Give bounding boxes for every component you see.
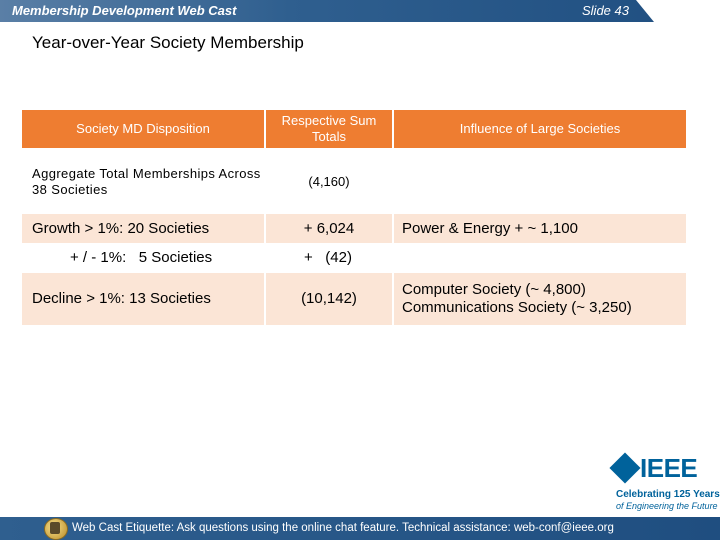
column-header-influence: Influence of Large Societies xyxy=(394,110,686,148)
row-influence-growth: Power & Energy + ~ 1,100 xyxy=(394,214,686,243)
row-total-flat: + (42) xyxy=(304,249,352,266)
row-label-decline: Decline > 1%: 13 Societies xyxy=(22,273,264,325)
column-header-disposition: Society MD Disposition xyxy=(22,110,264,148)
header-title: Membership Development Web Cast xyxy=(12,3,237,18)
footer-etiquette: Web Cast Etiquette: Ask questions using … xyxy=(72,522,614,534)
column-divider xyxy=(264,110,266,325)
row-total-decline: (10,142) xyxy=(266,273,392,325)
row-influence-aggregate xyxy=(394,152,686,212)
row-influence-flat xyxy=(394,243,686,273)
logo-tagline-sub: of Engineering the Future xyxy=(616,501,718,511)
seal-icon-center xyxy=(50,522,60,534)
ieee-diamond-icon xyxy=(609,452,641,484)
row-label-flat: + / - 1%: 5 Societies xyxy=(70,249,213,266)
column-header-totals: Respective Sum Totals xyxy=(266,110,392,148)
page-title: Year-over-Year Society Membership xyxy=(32,33,304,52)
column-divider xyxy=(392,110,394,325)
header-bar xyxy=(0,0,720,22)
header-notch-fill xyxy=(654,0,720,22)
header-notch xyxy=(636,0,654,22)
row-label-aggregate: Aggregate Total Memberships Across 38 So… xyxy=(32,166,261,197)
ieee-logo: IEEE xyxy=(640,453,698,483)
row-total-growth: + 6,024 xyxy=(266,214,392,243)
row-influence-decline: Computer Society (~ 4,800) Communication… xyxy=(394,273,686,325)
row-total-aggregate: (4,160) xyxy=(308,174,350,190)
footer-bar xyxy=(0,517,720,540)
slide-number: Slide 43 xyxy=(582,3,629,18)
row-label-growth: Growth > 1%: 20 Societies xyxy=(22,214,264,243)
logo-tagline: Celebrating 125 Years xyxy=(616,489,720,500)
